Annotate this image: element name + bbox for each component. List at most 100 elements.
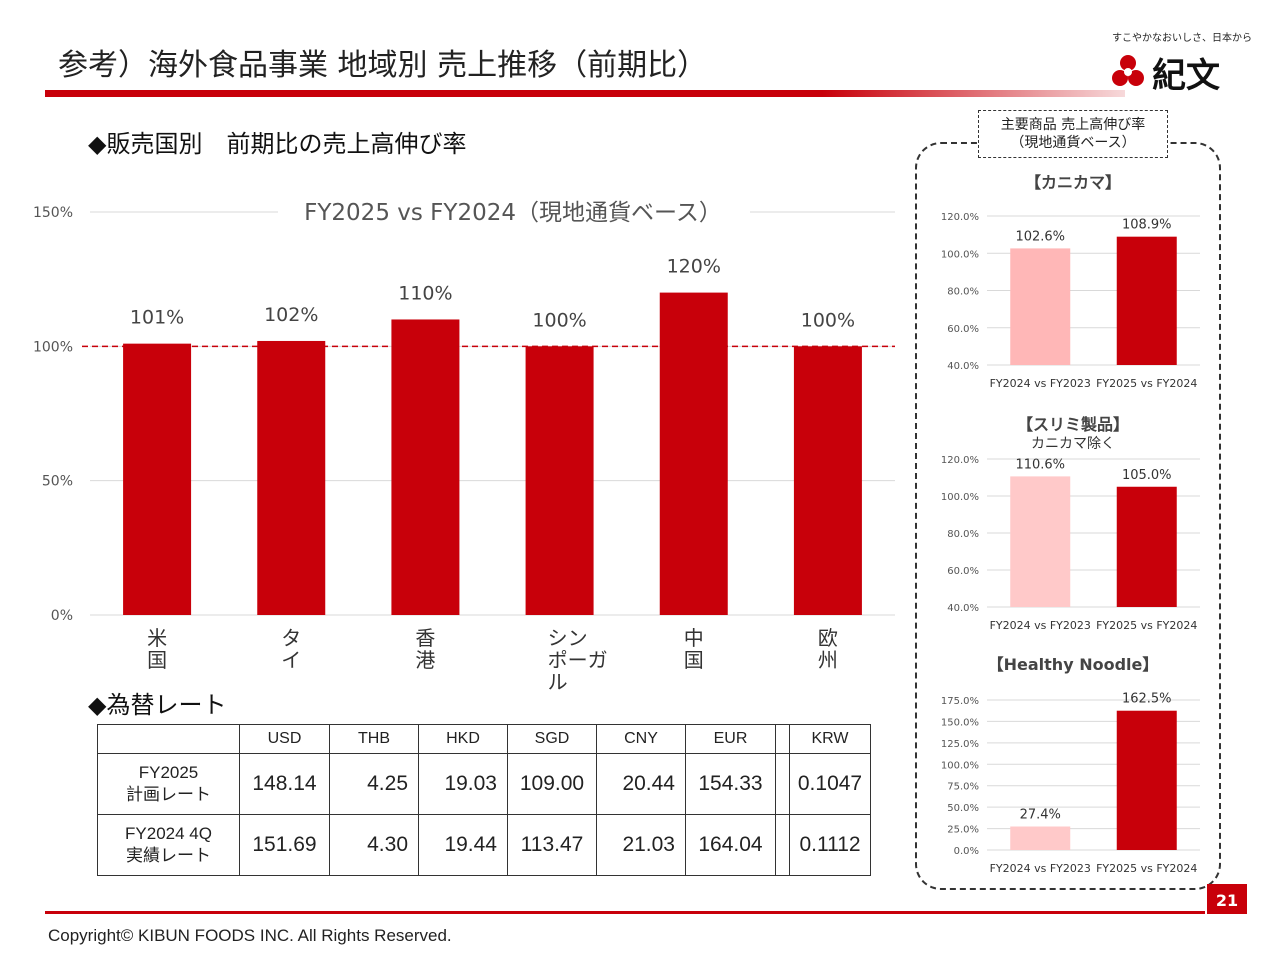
page-number: 21 <box>1207 884 1247 914</box>
chart-title: FY2025 vs FY2024（現地通貨ベース） <box>304 200 722 226</box>
y-tick-label: 100.0% <box>941 760 979 771</box>
logo-text: 紀文 <box>1152 56 1220 96</box>
category-label: 中 <box>684 626 704 650</box>
copyright-text: Copyright© KIBUN FOODS INC. All Rights R… <box>48 926 452 945</box>
fx-cell: 20.44 <box>596 753 686 815</box>
category-label: FY2024 vs FY2023 <box>990 377 1091 390</box>
side-badge-line1: 主要商品 売上高伸び率 <box>1000 117 1146 133</box>
y-tick-label: 25.0% <box>947 825 979 836</box>
category-label: 州 <box>818 648 838 672</box>
fx-cell: 0.1112 <box>789 814 871 876</box>
fx-table-row: FY2024 4Q 実績レート 151.69 4.30 19.44 113.47… <box>97 814 871 876</box>
y-tick-label: 0% <box>51 608 73 624</box>
fx-cell: 19.44 <box>418 814 508 876</box>
category-label: 港 <box>415 648 435 672</box>
brand-slogan: すこやかなおいしさ、日本から <box>1112 33 1252 44</box>
y-tick-label: 80.0% <box>947 529 979 540</box>
data-label: 102% <box>264 304 318 326</box>
fx-cell: 154.33 <box>685 753 776 815</box>
fx-header-cell: KRW <box>789 724 871 754</box>
fx-cell: 0.1047 <box>789 753 871 815</box>
y-tick-label: 0.0% <box>954 846 979 857</box>
bar <box>793 346 862 615</box>
fx-header-cell: THB <box>329 724 419 754</box>
y-tick-label: 120.0% <box>941 212 979 223</box>
bar <box>1116 486 1177 607</box>
category-label: FY2024 vs FY2023 <box>990 862 1091 875</box>
data-label: 27.4% <box>1020 808 1061 823</box>
data-label: 110% <box>398 282 452 304</box>
y-tick-label: 50% <box>42 474 73 490</box>
mini-chart-title: 【カニカマ】 <box>1025 173 1121 192</box>
fx-row-label: FY2024 4Q 実績レート <box>97 814 240 876</box>
fx-table-row: FY2025 計画レート 148.14 4.25 19.03 109.00 20… <box>97 753 871 815</box>
data-label: 105.0% <box>1122 468 1172 483</box>
fx-cell: 19.03 <box>418 753 508 815</box>
kanikama-growth-chart: 【カニカマ】 40.0% 60.0% 80.0% 100.0% 120.0% 102.6% F… <box>941 173 1200 390</box>
fx-cell: 113.47 <box>507 814 597 876</box>
fx-table-header-row: USD THB HKD SGD CNY EUR KRW <box>97 724 871 754</box>
fx-row-label-line1: FY2024 4Q <box>125 824 212 843</box>
y-tick-label: 125.0% <box>941 739 979 750</box>
fx-row-label-line2: 計画レート <box>126 785 211 804</box>
y-tick-label: 60.0% <box>947 324 979 335</box>
fx-cell: 4.25 <box>329 753 419 815</box>
category-label: FY2025 vs FY2024 <box>1096 862 1197 875</box>
bar <box>1010 826 1071 850</box>
data-label: 108.9% <box>1122 218 1172 233</box>
main-growth-chart: 0% 50% 100% 150% FY2025 vs FY2024（現地通貨ベース） 10… <box>33 200 895 694</box>
bar <box>1116 236 1177 365</box>
category-label: イ <box>281 648 301 672</box>
fx-header-cell: EUR <box>685 724 776 754</box>
section-heading-sales-growth: ◆販売国別 前期比の売上高伸び率 <box>88 130 467 158</box>
category-label: シン <box>548 626 588 650</box>
fx-row-label-line1: FY2025 <box>138 763 199 782</box>
fx-cell <box>775 814 790 876</box>
category-label: FY2024 vs FY2023 <box>990 619 1091 632</box>
fx-row-label-line2: 実績レート <box>126 846 211 865</box>
bar <box>1010 476 1071 607</box>
bar <box>659 292 728 615</box>
fx-row-label: FY2025 計画レート <box>97 753 240 815</box>
y-tick-label: 40.0% <box>947 361 979 372</box>
healthy-noodle-growth-chart: 【Healthy Noodle】 0.0% 25.0% 50.0% 75.0% 100.0… <box>941 655 1200 875</box>
category-label: 米 <box>147 626 167 650</box>
mini-chart-title: 【スリミ製品】 <box>1017 415 1129 434</box>
category-label: ポーガ <box>548 648 608 672</box>
category-label: 国 <box>684 648 704 672</box>
y-tick-label: 60.0% <box>947 566 979 577</box>
fx-cell <box>775 753 790 815</box>
category-label: 国 <box>147 648 167 672</box>
mini-chart-title: 【Healthy Noodle】 <box>988 655 1159 674</box>
data-label: 100% <box>801 309 855 331</box>
bar <box>391 319 460 615</box>
surimi-growth-chart: 【スリミ製品】カニカマ除く 40.0% 60.0% 80.0% 100.0% 120.0%… <box>941 415 1200 632</box>
y-tick-label: 50.0% <box>947 803 979 814</box>
y-tick-label: 120.0% <box>941 455 979 466</box>
fx-cell: 164.04 <box>685 814 776 876</box>
data-label: 162.5% <box>1122 692 1172 707</box>
fx-cell: 109.00 <box>507 753 597 815</box>
footer-rule <box>45 911 1205 914</box>
data-label: 102.6% <box>1015 229 1065 244</box>
fx-header-cell: HKD <box>418 724 508 754</box>
y-tick-label: 80.0% <box>947 287 979 298</box>
fx-rate-table: USD THB HKD SGD CNY EUR KRW FY2025 計画レート… <box>97 724 871 876</box>
fx-cell: 21.03 <box>596 814 686 876</box>
fx-header-cell: SGD <box>507 724 597 754</box>
mini-chart-subtitle: カニカマ除く <box>1031 436 1115 452</box>
y-tick-label: 150.0% <box>941 717 979 728</box>
data-label: 120% <box>667 256 721 278</box>
section-heading-fx: ◆為替レート <box>88 691 227 719</box>
fx-cell: 151.69 <box>239 814 330 876</box>
side-panel-badge: 主要商品 売上高伸び率 （現地通貨ベース） <box>978 110 1168 158</box>
title-underline <box>45 90 1125 97</box>
y-tick-label: 100.0% <box>941 249 979 260</box>
category-label: 香 <box>415 626 435 650</box>
kibun-logo: 紀文 <box>1112 55 1220 96</box>
category-label: タ <box>281 626 301 650</box>
bar <box>1116 710 1177 850</box>
category-label: FY2025 vs FY2024 <box>1096 619 1197 632</box>
bar <box>1010 248 1071 365</box>
data-label: 110.6% <box>1015 457 1065 472</box>
